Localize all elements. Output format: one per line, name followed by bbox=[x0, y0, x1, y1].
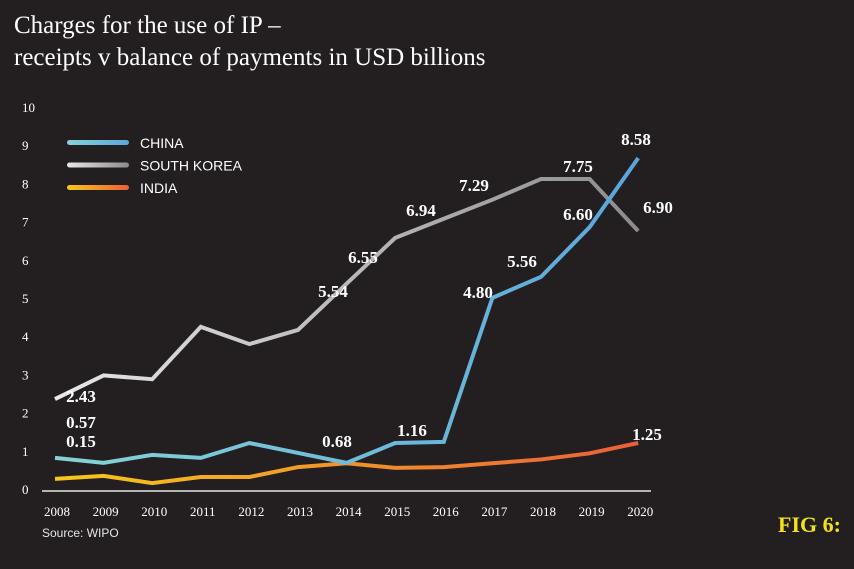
x-tick-label: 2016 bbox=[433, 504, 460, 519]
data-label: 7.29 bbox=[459, 176, 489, 195]
legend-label: INDIA bbox=[140, 180, 178, 196]
y-tick-label: 8 bbox=[22, 176, 29, 191]
series-line-south-korea bbox=[54, 177, 640, 401]
y-tick-label: 7 bbox=[22, 215, 29, 230]
legend-swatch bbox=[67, 140, 129, 145]
y-tick-label: 0 bbox=[22, 482, 29, 497]
figure-label: FIG 6: bbox=[778, 512, 841, 537]
x-tick-label: 2015 bbox=[384, 504, 410, 519]
x-tick-label: 2018 bbox=[530, 504, 556, 519]
data-label: 6.55 bbox=[348, 248, 378, 267]
legend-label: SOUTH KOREA bbox=[140, 158, 243, 174]
data-label: 0.57 bbox=[66, 413, 96, 432]
x-tick-label: 2008 bbox=[44, 504, 70, 519]
data-label: 1.16 bbox=[397, 421, 427, 440]
source-note: Source: WIPO bbox=[42, 526, 119, 540]
data-label: 5.54 bbox=[318, 282, 348, 301]
chart-title: Charges for the use of IP – receipts v b… bbox=[14, 10, 485, 74]
data-label: 6.94 bbox=[406, 201, 436, 220]
x-tick-label: 2010 bbox=[141, 504, 167, 519]
y-tick-label: 10 bbox=[22, 100, 35, 115]
legend-swatch bbox=[67, 162, 129, 168]
data-label: 0.15 bbox=[66, 432, 96, 451]
y-tick-label: 1 bbox=[22, 444, 29, 459]
x-tick-label: 2013 bbox=[287, 504, 313, 519]
data-label: 6.90 bbox=[643, 198, 673, 217]
data-label: 2.43 bbox=[66, 387, 96, 406]
x-tick-label: 2012 bbox=[238, 504, 264, 519]
y-tick-label: 9 bbox=[22, 138, 29, 153]
data-label: 6.60 bbox=[563, 205, 593, 224]
chart-title-line-1: Charges for the use of IP – bbox=[14, 12, 281, 39]
legend-label: CHINA bbox=[140, 135, 184, 151]
series-line-china bbox=[54, 156, 640, 465]
data-label: 7.75 bbox=[563, 157, 593, 176]
x-tick-label: 2011 bbox=[190, 504, 216, 519]
legend-swatch bbox=[67, 185, 129, 190]
x-tick-label: 2020 bbox=[627, 504, 653, 519]
data-label: 4.80 bbox=[463, 283, 493, 302]
data-label: 0.68 bbox=[322, 432, 352, 451]
chart-subtitle: receipts v balance of payments in USD bi… bbox=[14, 44, 486, 71]
data-label: 8.58 bbox=[621, 130, 651, 149]
x-tick-label: 2017 bbox=[481, 504, 508, 519]
y-tick-label: 3 bbox=[22, 367, 29, 382]
x-tick-label: 2014 bbox=[336, 504, 363, 519]
x-tick-label: 2019 bbox=[579, 504, 605, 519]
data-label: 5.56 bbox=[507, 252, 537, 271]
y-tick-label: 2 bbox=[22, 406, 29, 421]
y-tick-label: 6 bbox=[22, 253, 29, 268]
data-label: 1.25 bbox=[632, 425, 662, 444]
x-tick-label: 2009 bbox=[93, 504, 119, 519]
y-tick-label: 5 bbox=[22, 291, 29, 306]
y-tick-label: 4 bbox=[22, 329, 29, 344]
